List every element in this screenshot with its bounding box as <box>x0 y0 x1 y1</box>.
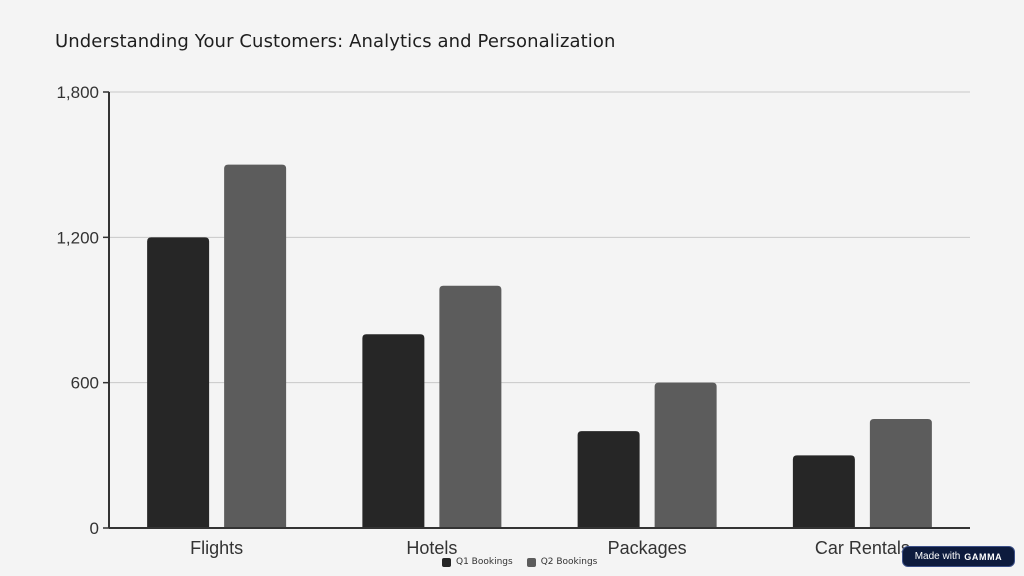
x-category-labels: Flights Hotels Packages Car Rentals <box>190 538 910 558</box>
y-tick-labels: 0 600 1,200 1,800 <box>56 83 99 538</box>
bar-flights-q1-bookings <box>147 237 210 529</box>
legend-item-q2: Q2 Bookings <box>526 557 598 567</box>
x-category-label: Flights <box>190 538 243 558</box>
x-category-label: Packages <box>608 538 687 558</box>
legend: Q1 Bookings Q2 Bookings <box>442 557 597 567</box>
made-with-gamma-badge[interactable]: Made with GAMMA <box>902 546 1015 567</box>
legend-swatch-q1 <box>442 557 451 567</box>
axes <box>103 91 970 529</box>
bar-packages-q1-bookings <box>577 431 640 528</box>
y-tick-label: 600 <box>71 374 99 393</box>
legend-label-q2: Q2 Bookings <box>540 557 598 567</box>
bar-car-rentals-q2-bookings <box>869 419 932 528</box>
bar-packages-q2-bookings <box>654 382 717 528</box>
x-category-label: Hotels <box>406 538 457 558</box>
bar-flights-q2-bookings <box>224 164 287 528</box>
legend-item-q1: Q1 Bookings <box>442 557 513 567</box>
y-tick-label: 1,200 <box>56 228 99 247</box>
badge-brand: GAMMA <box>964 551 1003 562</box>
bar-hotels-q1-bookings <box>362 334 425 528</box>
badge-prefix: Made with <box>914 551 961 562</box>
y-tick-label: 0 <box>90 519 99 538</box>
legend-swatch-q2 <box>526 557 536 567</box>
chart-title: Understanding Your Customers: Analytics … <box>55 31 616 52</box>
x-category-label: Car Rentals <box>815 538 910 558</box>
bar-car-rentals-q1-bookings <box>792 455 855 528</box>
bars <box>147 164 932 529</box>
legend-label-q1: Q1 Bookings <box>456 557 513 567</box>
bar-hotels-q2-bookings <box>439 285 502 528</box>
y-tick-label: 1,800 <box>56 83 99 102</box>
